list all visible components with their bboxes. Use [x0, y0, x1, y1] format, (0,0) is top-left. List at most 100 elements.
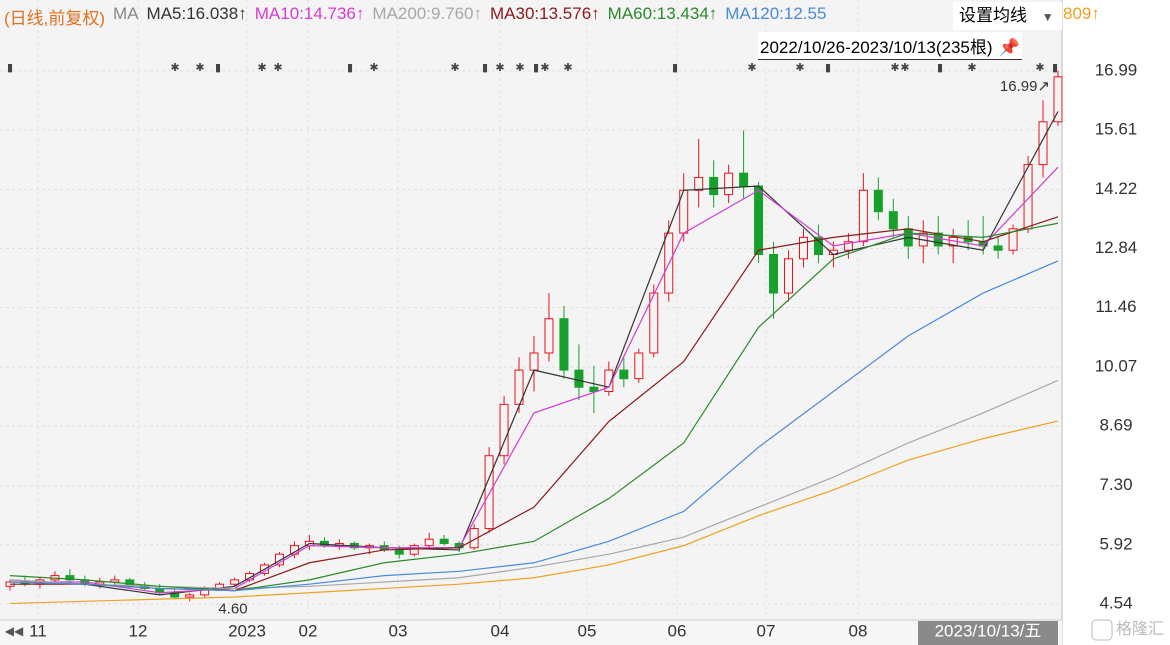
candle-body: [993, 245, 1003, 251]
event-marker: ✱: [450, 62, 459, 74]
x-tick-label: 02: [299, 621, 318, 640]
event-marker: ✱: [890, 62, 899, 74]
event-marker: ▮: [533, 62, 539, 74]
legend-mode: (日线,前复权): [4, 9, 106, 28]
event-marker: ▮: [825, 62, 831, 74]
event-marker: ✱: [900, 62, 909, 74]
event-marker: ✱: [369, 62, 378, 74]
ma-line: [10, 166, 1059, 594]
candle-body: [424, 538, 434, 547]
date-range: 2022/10/26-2023/10/13(235根) 📌: [758, 32, 1022, 60]
event-marker: ▮: [482, 62, 488, 74]
candle-body: [394, 549, 404, 555]
candle-body: [724, 172, 734, 196]
y-tick-label: 5.92: [1099, 534, 1132, 553]
candle-body: [185, 594, 195, 598]
event-marker: ✱: [967, 62, 976, 74]
x-axis-bg: [0, 620, 1062, 645]
candle-body: [754, 185, 764, 256]
legend-item: MA10:14.736↑: [254, 4, 365, 23]
candle-body: [784, 258, 794, 294]
high-annotation: 16.99↗: [1000, 78, 1050, 95]
event-marker: ✱: [257, 62, 266, 74]
candle-body: [1023, 164, 1033, 230]
event-marker: ✱: [747, 62, 756, 74]
candle-body: [499, 403, 509, 457]
event-marker: ✱: [515, 62, 524, 74]
settings-label[interactable]: 设置均线: [959, 6, 1027, 25]
ma-line: [9, 222, 1059, 592]
legend-prefix: MA: [113, 4, 139, 23]
candle-body: [274, 553, 284, 566]
candle-body: [858, 189, 868, 243]
y-tick-label: 7.30: [1099, 475, 1132, 494]
x-tick-label: 07: [757, 621, 776, 640]
event-marker: ✱: [495, 62, 504, 74]
x-tick-label: 03: [389, 621, 408, 640]
candle-body: [634, 352, 644, 380]
cursor-box: [918, 621, 1058, 645]
candle-body: [484, 455, 494, 530]
candle-body: [873, 189, 883, 213]
cursor-label: 2023/10/13/五: [935, 621, 1042, 640]
candle-body: [409, 545, 419, 555]
event-marker: ✱: [273, 62, 282, 74]
plot-bg: [0, 0, 1062, 620]
event-marker: ✱: [563, 62, 572, 74]
x-tick-label: 08: [849, 621, 868, 640]
event-marker: ▮: [672, 62, 678, 74]
candle-body: [739, 172, 749, 187]
candle-body: [230, 579, 240, 585]
legend-item: MA120:12.55: [725, 4, 827, 23]
candle-body: [559, 318, 569, 371]
watermark: 格隆汇: [1116, 620, 1164, 638]
legend-item: MA60:13.434↑: [607, 4, 718, 23]
candle-body: [694, 176, 704, 191]
y-tick-label: 8.69: [1099, 416, 1132, 435]
candle-body: [1038, 121, 1048, 166]
range-text: 2022/10/26-2023/10/13(235根): [760, 38, 993, 57]
candle-body: [619, 369, 629, 380]
candle-body: [439, 538, 449, 545]
ma-line: [9, 111, 1059, 596]
event-marker: ✱: [795, 62, 804, 74]
ma-line: [9, 379, 1059, 590]
candle-body: [544, 318, 554, 354]
event-marker: ✱: [170, 62, 179, 74]
ma-line: [9, 260, 1059, 592]
y-tick-label: 11.46: [1095, 297, 1136, 316]
low-annotation: 4.60: [218, 600, 247, 617]
x-tick-label: 05: [578, 621, 597, 640]
candle-body: [813, 236, 823, 256]
legend-item: MA30:13.576↑: [490, 4, 600, 23]
x-tick-label: 2023: [228, 621, 266, 640]
event-marker: ✱: [1035, 62, 1044, 74]
candle-body: [589, 386, 599, 393]
y-tick-label: 14.22: [1095, 179, 1138, 198]
candle-body: [709, 176, 719, 196]
settings-button[interactable]: 设置均线 ▼: [953, 2, 1062, 30]
candle-body: [843, 241, 853, 251]
candle-body: [888, 211, 898, 230]
legend-item: MA5:16.038↑: [146, 4, 247, 23]
x-tick-label: 12: [129, 621, 148, 640]
candle-body: [514, 369, 524, 405]
candle-body: [649, 292, 659, 354]
event-marker: ▮: [1052, 62, 1058, 74]
event-marker: ✱: [195, 62, 204, 74]
x-tick-label: 06: [668, 621, 687, 640]
event-marker: ▮: [347, 62, 353, 74]
x-tick-label: 11: [29, 621, 47, 640]
event-marker: ▮: [215, 62, 221, 74]
x-tick-label: 04: [491, 621, 510, 640]
y-tick-label: 10.07: [1095, 357, 1138, 376]
candle-body: [65, 575, 75, 581]
y-tick-label: 12.84: [1095, 238, 1138, 257]
legend: (日线,前复权) MA MA5:16.038↑ MA10:14.736↑ MA200…: [4, 4, 826, 29]
watermark-logo: [1091, 619, 1113, 641]
candle-body: [529, 352, 539, 371]
ma-line: [9, 420, 1059, 605]
event-marker: ▮: [7, 62, 13, 74]
